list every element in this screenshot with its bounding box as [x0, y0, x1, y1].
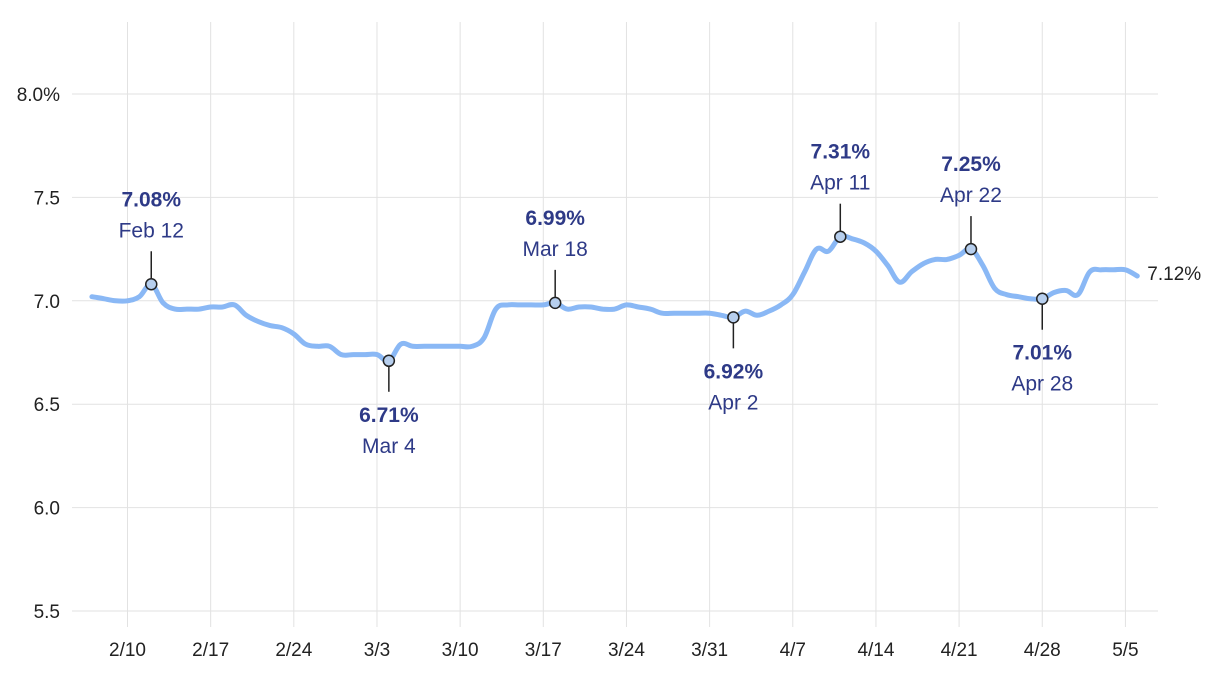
end-value-label: 7.12% — [1147, 264, 1201, 285]
annotation-marker — [727, 311, 740, 324]
annotation-date: Apr 2 — [708, 391, 758, 414]
x-tick-label: 2/17 — [192, 640, 229, 661]
y-axis-tick-labels: 5.5 6.0 6.5 7.0 7.5 8.0% — [17, 85, 60, 623]
annotation-marker — [1036, 292, 1049, 305]
annotation-date: Mar 18 — [523, 238, 588, 261]
annotation-date: Apr 28 — [1011, 373, 1073, 396]
annotations-layer: 7.08% Feb 12 6.71% Mar 4 6.99% Mar 18 6.92% Apr… — [119, 141, 1074, 458]
annotation-group: 6.71% Mar 4 — [359, 354, 419, 458]
x-tick-label: 4/7 — [780, 640, 806, 661]
annotation-marker — [834, 230, 847, 243]
annotation-group: 7.08% Feb 12 — [119, 188, 184, 291]
annotation-value: 6.71% — [359, 404, 419, 427]
grid-lines — [72, 22, 1158, 627]
y-tick-label: 7.0 — [34, 292, 60, 313]
annotation-value: 6.99% — [525, 207, 585, 230]
x-tick-label: 3/24 — [608, 640, 645, 661]
annotation-date: Apr 22 — [940, 184, 1002, 207]
annotation-date: Mar 4 — [362, 435, 416, 458]
series-line — [89, 233, 1140, 364]
x-tick-label: 4/14 — [857, 640, 894, 661]
annotation-value: 7.08% — [121, 188, 181, 211]
annotation-group: 6.99% Mar 18 — [523, 207, 588, 310]
annotation-value: 6.92% — [704, 360, 764, 383]
annotation-value: 7.31% — [811, 141, 871, 164]
y-tick-label: 8.0% — [17, 85, 60, 106]
annotation-date: Feb 12 — [119, 219, 184, 242]
annotation-value: 7.25% — [941, 153, 1001, 176]
x-tick-label: 2/10 — [109, 640, 146, 661]
annotation-marker — [548, 296, 562, 310]
annotation-marker — [145, 278, 158, 291]
x-tick-label: 5/5 — [1112, 640, 1138, 661]
annotation-date: Apr 11 — [810, 172, 870, 195]
annotation-marker — [964, 242, 978, 256]
end-label-layer: 7.12% — [1147, 264, 1201, 285]
annotation-value: 7.01% — [1012, 342, 1072, 365]
x-tick-label: 4/21 — [941, 640, 978, 661]
y-tick-label: 6.5 — [34, 395, 60, 416]
x-tick-label: 3/31 — [691, 640, 728, 661]
annotation-group: 7.01% Apr 28 — [1011, 292, 1073, 396]
x-tick-label: 4/28 — [1024, 640, 1061, 661]
annotation-marker — [382, 354, 396, 368]
y-tick-label: 7.5 — [34, 188, 60, 209]
y-tick-label: 5.5 — [34, 602, 60, 623]
x-tick-label: 2/24 — [275, 640, 312, 661]
annotation-group: 7.25% Apr 22 — [940, 153, 1002, 256]
annotation-group: 6.92% Apr 2 — [704, 311, 764, 414]
x-axis-tick-labels: 2/10 2/17 2/24 3/3 3/10 3/17 3/24 3/31 4/7 4/14 4/… — [109, 640, 1139, 661]
series-line-layer — [89, 233, 1140, 364]
y-tick-label: 6.0 — [34, 499, 60, 520]
x-tick-label: 3/3 — [364, 640, 390, 661]
x-tick-label: 3/17 — [525, 640, 562, 661]
annotation-group: 7.31% Apr 11 — [810, 141, 870, 243]
x-tick-label: 3/10 — [442, 640, 479, 661]
